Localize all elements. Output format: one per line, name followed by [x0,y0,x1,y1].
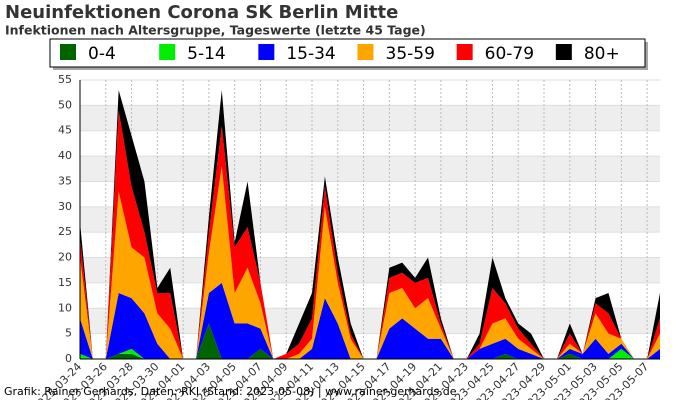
area [80,323,660,359]
legend-label: 5-14 [187,44,226,64]
y-tick-label: 10 [58,301,72,314]
y-tick-label: 5 [65,327,72,340]
footer: Grafik: Rainer Gerhards, Daten: RKI (Sta… [4,385,457,398]
legend-swatch [159,44,176,60]
grid-band [80,257,660,283]
legend-label: 35-59 [386,44,435,64]
chart-subtitle: Infektionen nach Altersgruppe, Tageswert… [5,23,426,38]
legend-label: 60-79 [485,44,534,64]
grid-band [80,156,660,182]
legend-swatch [60,44,76,60]
legend-swatch [456,44,473,60]
y-tick-label: 30 [58,200,72,213]
y-tick-label: 15 [58,276,72,289]
legend-label: 80+ [584,44,620,64]
legend-box [49,38,646,68]
grid-band [80,206,660,233]
y-tick-label: 35 [58,174,72,187]
area [80,166,660,359]
area [80,282,660,359]
y-tick-label: 55 [58,73,72,86]
grid-band [80,105,660,131]
y-tick-label: 25 [58,225,72,238]
legend-label: 15-34 [286,44,335,64]
legend-label: 0-4 [88,44,116,64]
legend-swatch [258,44,275,60]
chart-title: Neuinfektionen Corona SK Berlin Mitte [5,2,398,23]
y-tick-label: 20 [58,251,72,264]
y-tick-label: 40 [58,149,72,162]
area [80,110,660,359]
y-tick-label: 45 [58,124,72,137]
y-tick-label: 50 [58,98,72,111]
legend-swatch [555,44,572,60]
legend-swatch [357,44,374,60]
y-tick-label: 0 [65,352,72,365]
